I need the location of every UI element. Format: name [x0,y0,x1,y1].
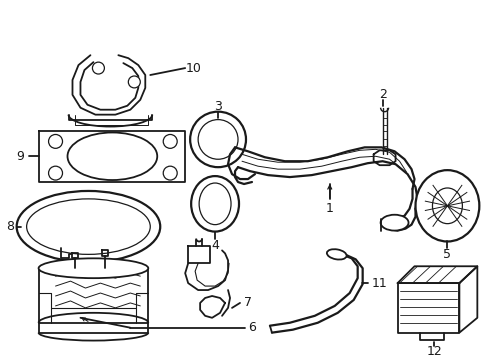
Ellipse shape [416,170,479,242]
Ellipse shape [163,135,177,148]
Ellipse shape [198,120,238,159]
Text: 12: 12 [427,345,442,358]
Text: 9: 9 [17,150,24,163]
Text: 5: 5 [443,248,451,261]
Text: 8: 8 [6,220,14,233]
Text: 2: 2 [379,88,387,101]
Ellipse shape [49,166,63,180]
Text: 7: 7 [244,296,252,310]
Ellipse shape [17,191,160,262]
Ellipse shape [433,188,463,224]
Ellipse shape [39,258,148,278]
Ellipse shape [163,166,177,180]
Ellipse shape [199,183,231,225]
Ellipse shape [49,135,63,148]
Text: 4: 4 [211,239,219,252]
Ellipse shape [26,199,150,255]
Text: 6: 6 [248,321,256,334]
Ellipse shape [191,176,239,231]
Text: 11: 11 [372,276,388,289]
Ellipse shape [190,112,246,167]
Ellipse shape [128,76,140,88]
Ellipse shape [327,249,346,260]
Ellipse shape [93,62,104,74]
Text: 3: 3 [214,100,222,113]
Text: 1: 1 [326,202,334,215]
Ellipse shape [381,215,409,231]
Text: 10: 10 [185,62,201,75]
Ellipse shape [68,132,157,180]
